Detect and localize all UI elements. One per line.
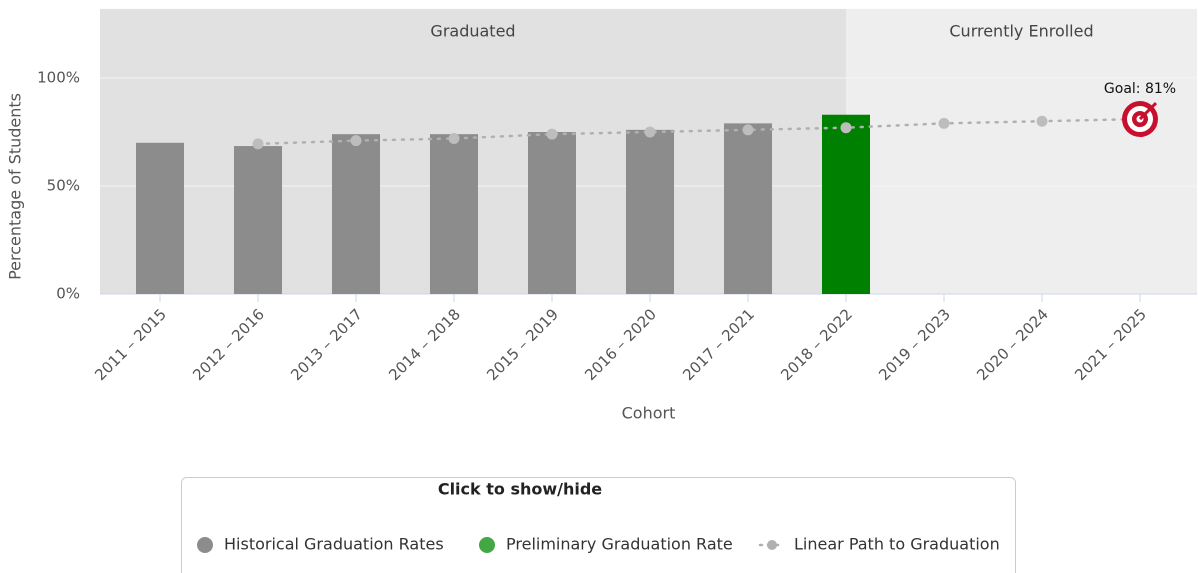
bar — [429, 134, 479, 294]
trend-marker — [546, 128, 558, 140]
x-tick-label: 2014 – 2018 — [385, 305, 464, 384]
trend-line — [256, 117, 1142, 146]
legend-title: Click to show/hide — [438, 480, 602, 499]
legend-label: Historical Graduation Rates — [224, 535, 444, 554]
bar — [527, 132, 577, 294]
target-arrow — [1138, 101, 1158, 121]
legend-label: Preliminary Graduation Rate — [506, 535, 733, 554]
trend-marker — [742, 124, 754, 136]
y-tick-label: 0% — [56, 285, 80, 303]
legend-marker — [197, 537, 213, 553]
trend-marker — [448, 132, 460, 144]
x-tick-label: 2012 – 2016 — [189, 305, 268, 384]
x-tick-label: 2016 – 2020 — [581, 305, 660, 384]
bar — [625, 129, 675, 294]
goal-target — [1122, 101, 1158, 138]
annotation: Goal: 81% — [1104, 81, 1176, 97]
x-tick-label: 2021 – 2025 — [1071, 305, 1150, 384]
trend-marker — [840, 122, 852, 134]
bar — [135, 142, 185, 294]
bar — [723, 123, 773, 294]
bar — [821, 114, 871, 294]
legend-marker — [767, 540, 777, 550]
x-tick-label: 2013 – 2017 — [287, 305, 366, 384]
region-label: Currently Enrolled — [949, 22, 1093, 41]
legend-item[interactable]: Linear Path to Graduation — [758, 535, 1000, 554]
x-tick-label: 2017 – 2021 — [679, 305, 758, 384]
y-axis-label: Percentage of Students — [6, 93, 25, 280]
bar — [233, 146, 283, 294]
legend-label: Linear Path to Graduation — [794, 535, 1000, 554]
trend-marker — [350, 135, 362, 147]
legend-box — [181, 477, 1016, 573]
legend-item[interactable]: Historical Graduation Rates — [197, 535, 444, 554]
x-tick-label: 2019 – 2023 — [875, 305, 954, 384]
x-tick-label: 2020 – 2024 — [973, 305, 1052, 384]
bar — [331, 134, 381, 294]
region-background — [846, 8, 1197, 295]
y-tick-label: 50% — [47, 177, 80, 195]
trend-marker — [644, 126, 656, 138]
trend-marker — [1036, 115, 1048, 127]
x-tick-label: 2018 – 2022 — [777, 305, 856, 384]
legend-marker — [479, 537, 495, 553]
legend-item[interactable]: Preliminary Graduation Rate — [479, 535, 733, 554]
trend-marker — [252, 138, 264, 150]
x-axis-label: Cohort — [622, 404, 676, 423]
y-tick-label: 100% — [37, 69, 80, 87]
x-tick-label: 2015 – 2019 — [483, 305, 562, 384]
region-label: Graduated — [430, 22, 515, 41]
x-tick-label: 2011 – 2015 — [91, 305, 170, 384]
trend-marker — [938, 117, 950, 129]
